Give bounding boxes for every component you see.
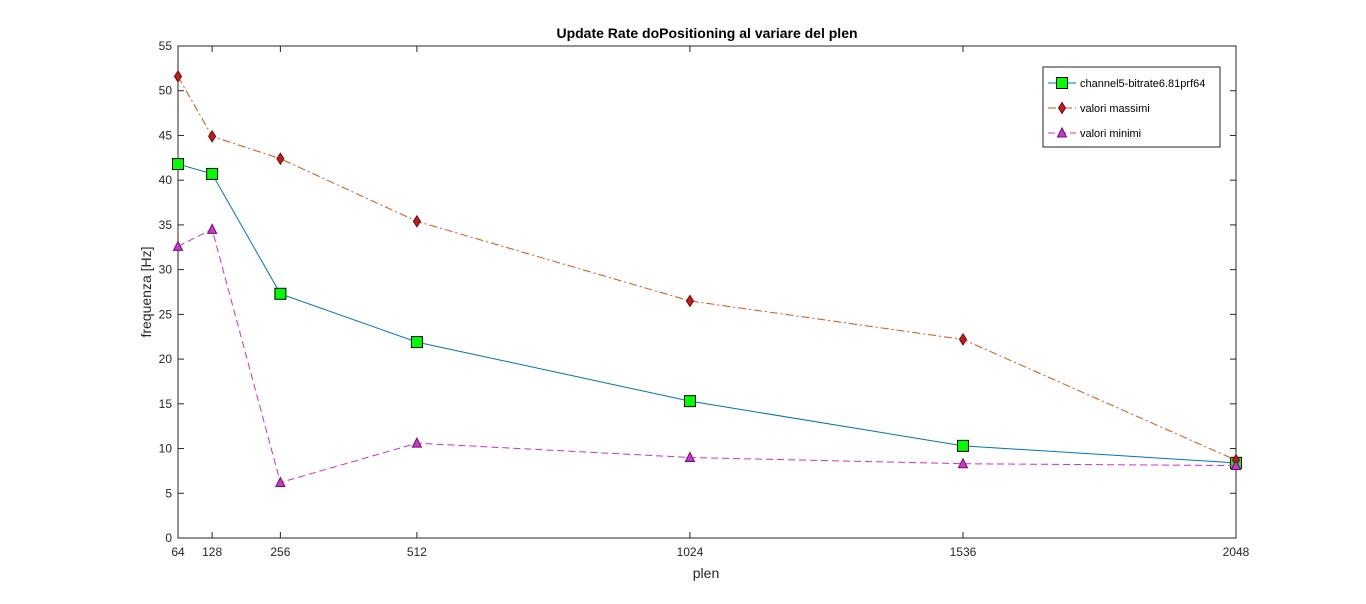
data-point <box>208 129 217 143</box>
series-layer <box>172 69 1242 488</box>
y-tick-label: 50 <box>159 84 173 98</box>
data-point <box>956 439 969 452</box>
data-point <box>206 223 218 234</box>
data-point <box>957 457 969 469</box>
legend-entry: valori massimi <box>1080 103 1150 115</box>
data-point <box>172 240 184 251</box>
data-point <box>683 395 696 408</box>
legend-marker <box>1056 77 1068 89</box>
y-tick-label: 45 <box>159 128 173 142</box>
y-tick-label: 10 <box>159 442 173 456</box>
x-axis-label: plen <box>693 565 719 581</box>
data-point <box>685 294 695 308</box>
chart-title: Update Rate doPositioning al variare del… <box>556 25 857 41</box>
y-tick-label: 5 <box>165 486 172 500</box>
y-tick-label: 35 <box>159 218 173 232</box>
legend-box <box>1042 66 1221 148</box>
x-tick-label: 256 <box>270 545 290 559</box>
data-point <box>276 152 285 166</box>
data-point <box>275 476 286 488</box>
y-tick-label: 0 <box>165 531 172 545</box>
y-tick-label: 30 <box>159 263 173 277</box>
data-point <box>1230 459 1242 471</box>
x-tick-label: 512 <box>407 545 427 559</box>
data-point <box>684 451 696 462</box>
data-point <box>274 287 287 300</box>
data-point <box>206 167 219 180</box>
y-axis-label: frequenza [Hz] <box>138 246 154 337</box>
y-tick-label: 20 <box>159 352 173 366</box>
y-tick-label: 25 <box>159 307 173 321</box>
x-tick-label: 2048 <box>1223 545 1250 559</box>
data-point <box>411 437 423 448</box>
data-point <box>410 336 423 349</box>
x-tick-label: 1536 <box>950 545 977 559</box>
data-point <box>958 332 968 346</box>
x-tick-label: 64 <box>171 545 185 559</box>
legend: channel5-bitrate6.81prf64 valori massimi v… <box>1042 66 1221 148</box>
data-point <box>172 158 184 171</box>
y-tick-label: 40 <box>159 173 173 187</box>
legend-marker <box>1057 101 1067 115</box>
y-axis: 0 5 10 15 20 25 30 35 40 45 50 55 <box>159 39 1236 545</box>
x-tick-label: 1024 <box>677 545 704 559</box>
y-tick-label: 55 <box>159 39 173 53</box>
legend-entry: channel5-bitrate6.81prf64 <box>1080 78 1205 90</box>
data-point <box>412 214 421 228</box>
legend-entry: valori minimi <box>1080 128 1141 140</box>
x-tick-label: 128 <box>202 545 222 559</box>
legend-marker <box>1056 126 1068 138</box>
data-point <box>173 69 183 83</box>
y-tick-label: 15 <box>159 397 173 411</box>
series-2 <box>172 223 1242 488</box>
x-axis: 64 128 256 512 1024 1536 2048 <box>171 46 1250 559</box>
